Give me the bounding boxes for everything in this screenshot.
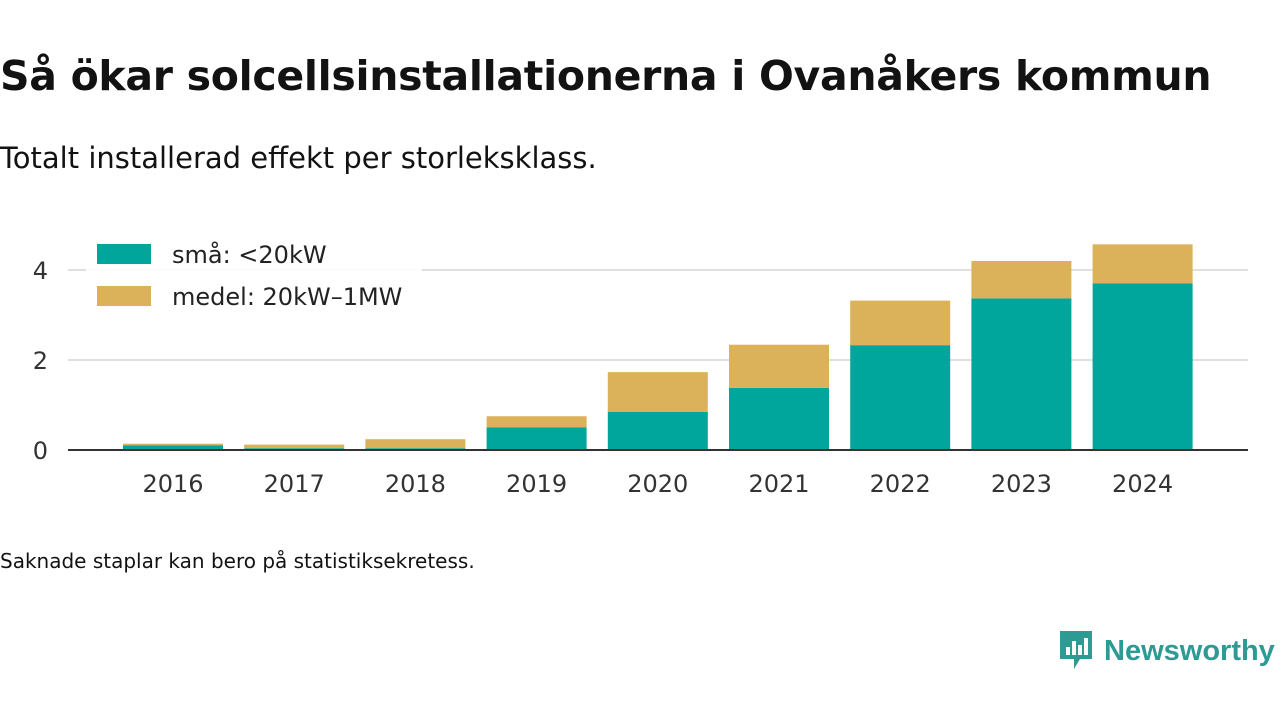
bar-medium-2024 bbox=[1092, 244, 1193, 284]
x-tick-label: 2021 bbox=[748, 470, 809, 498]
bar-medium-2019 bbox=[486, 416, 587, 428]
y-tick-label: 0 bbox=[33, 437, 48, 465]
brand-logo: Newsworthy bbox=[1058, 628, 1275, 674]
newsworthy-logo-icon bbox=[1060, 631, 1092, 669]
x-tick-label: 2019 bbox=[506, 470, 567, 498]
bar-small-2016 bbox=[123, 445, 223, 450]
bar-small-2021 bbox=[729, 387, 829, 450]
bar-small-2024 bbox=[1092, 283, 1193, 450]
y-tick-label: 2 bbox=[33, 347, 48, 375]
chart-subtitle: Totalt installerad effekt per storlekskl… bbox=[0, 141, 597, 175]
x-tick-label: 2016 bbox=[142, 470, 203, 498]
bar-small-2023 bbox=[971, 298, 1072, 450]
bar-medium-2023 bbox=[971, 261, 1072, 299]
legend-label: små: <20kW bbox=[172, 240, 327, 269]
bar-medium-2016 bbox=[123, 443, 223, 446]
legend-swatch bbox=[97, 286, 151, 306]
bar-medium-2022 bbox=[850, 300, 951, 346]
x-tick-label: 2022 bbox=[870, 470, 931, 498]
y-tick-label: 4 bbox=[33, 257, 48, 285]
x-tick-label: 2020 bbox=[627, 470, 688, 498]
bar-small-2020 bbox=[607, 411, 708, 450]
x-tick-label: 2023 bbox=[991, 470, 1052, 498]
bar-small-2019 bbox=[486, 427, 587, 450]
brand-name: Newsworthy bbox=[1104, 634, 1275, 667]
bar-medium-2017 bbox=[244, 444, 345, 449]
bar-small-2022 bbox=[850, 345, 951, 450]
x-tick-label: 2024 bbox=[1112, 470, 1173, 498]
bar-medium-2021 bbox=[729, 344, 829, 388]
chart-title: Så ökar solcellsinstallationerna i Ovanå… bbox=[0, 52, 1212, 100]
legend-label: medel: 20kW–1MW bbox=[172, 283, 402, 311]
footnote: Saknade staplar kan bero på statistiksek… bbox=[0, 549, 475, 573]
x-tick-label: 2018 bbox=[385, 470, 446, 498]
bar-medium-2018 bbox=[365, 439, 466, 449]
x-tick-label: 2017 bbox=[264, 470, 325, 498]
bar-medium-2020 bbox=[607, 372, 708, 412]
legend-swatch bbox=[97, 244, 151, 264]
